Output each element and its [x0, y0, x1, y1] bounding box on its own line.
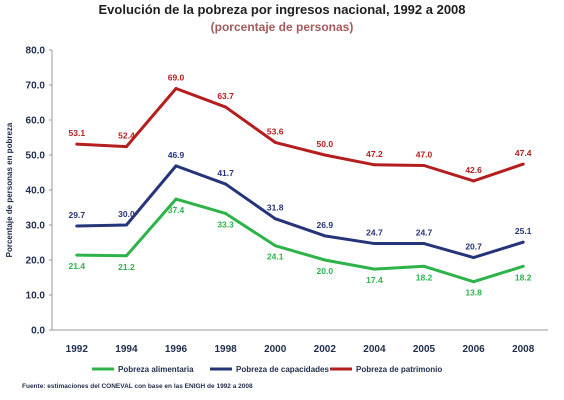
data-label: 69.0 [168, 73, 185, 83]
x-tick-label: 2008 [512, 344, 535, 355]
data-label: 33.3 [217, 219, 234, 229]
data-label: 47.4 [515, 148, 532, 158]
data-point [75, 224, 79, 228]
data-label: 47.2 [366, 149, 383, 159]
data-label: 24.1 [267, 252, 284, 262]
data-point [75, 142, 79, 146]
data-label: 29.7 [69, 210, 86, 220]
data-point [323, 258, 327, 262]
data-point [273, 244, 277, 248]
x-tick-label: 1994 [115, 344, 138, 355]
series-line [76, 87, 524, 183]
data-point [124, 223, 128, 227]
data-label: 63.7 [217, 91, 234, 101]
data-point [472, 256, 476, 260]
x-tick-label: 2002 [314, 344, 337, 355]
x-tick-label: 1998 [214, 344, 237, 355]
data-label: 41.7 [217, 168, 234, 178]
data-label: 53.1 [69, 128, 86, 138]
data-point [174, 164, 178, 168]
x-tick-label: 2000 [264, 344, 287, 355]
y-tick-label: 70.0 [26, 81, 46, 92]
data-point [124, 145, 128, 149]
data-point [521, 264, 525, 268]
data-point [174, 197, 178, 201]
data-label: 30.0 [118, 209, 135, 219]
y-tick-label: 60.0 [26, 116, 46, 127]
legend-label: Pobreza de capacidades [236, 365, 329, 374]
data-point [521, 240, 525, 244]
data-label: 25.1 [515, 226, 532, 236]
y-tick-label: 20.0 [26, 256, 46, 267]
data-point [124, 254, 128, 258]
x-tick-label: 2006 [462, 344, 485, 355]
data-label: 50.0 [317, 139, 334, 149]
chart-title: Evolución de la pobreza por ingresos nac… [98, 2, 466, 17]
data-label: 26.9 [317, 220, 334, 230]
data-point [224, 105, 228, 109]
data-label: 24.7 [366, 228, 383, 238]
data-point [521, 162, 525, 166]
series-line [76, 164, 524, 260]
y-axis-label: Porcentaje de personas en pobreza [5, 122, 14, 257]
data-point [273, 140, 277, 144]
data-point [422, 264, 426, 268]
data-point [422, 242, 426, 246]
data-label: 53.6 [267, 126, 284, 136]
data-label: 17.4 [366, 275, 383, 285]
data-point [323, 234, 327, 238]
data-point [472, 179, 476, 183]
data-label: 46.9 [168, 150, 185, 160]
data-point [174, 87, 178, 90]
data-point [75, 253, 79, 257]
data-point [422, 164, 426, 167]
data-label: 13.8 [465, 288, 482, 298]
chart-subtitle: (porcentaje de personas) [210, 20, 354, 34]
data-point [323, 153, 327, 157]
legend-label: Pobreza alimentaria [118, 365, 194, 374]
y-tick-label: 30.0 [26, 221, 46, 232]
x-tick-label: 1992 [66, 344, 89, 355]
data-label: 18.2 [515, 272, 532, 282]
source-note: Fuente: estimaciones del CONEVAL con bas… [22, 383, 253, 390]
data-point [372, 242, 376, 246]
data-label: 18.2 [416, 272, 433, 282]
data-label: 20.7 [465, 242, 482, 252]
data-point [372, 267, 376, 271]
y-tick-label: 10.0 [26, 291, 46, 302]
x-tick-label: 2005 [413, 344, 436, 355]
series-line [76, 197, 524, 284]
x-tick-label: 2004 [363, 344, 386, 355]
x-tick-label: 1996 [165, 344, 188, 355]
data-label: 37.4 [168, 205, 185, 215]
data-label: 31.8 [267, 203, 284, 213]
data-label: 21.2 [118, 262, 135, 272]
data-point [224, 182, 228, 186]
data-label: 20.0 [317, 266, 334, 276]
legend-label: Pobreza de patrimonio [356, 365, 442, 374]
y-tick-label: 80.0 [26, 46, 46, 57]
data-point [273, 217, 277, 221]
data-label: 52.4 [118, 131, 135, 141]
y-tick-label: 0.0 [31, 326, 45, 337]
data-point [372, 163, 376, 167]
data-label: 42.6 [465, 165, 482, 175]
data-label: 21.4 [69, 261, 86, 271]
y-tick-label: 50.0 [26, 151, 46, 162]
data-point [224, 211, 228, 215]
y-tick-label: 40.0 [26, 186, 46, 197]
data-label: 24.7 [416, 228, 433, 238]
data-label: 47.0 [416, 150, 433, 160]
data-point [472, 280, 476, 284]
